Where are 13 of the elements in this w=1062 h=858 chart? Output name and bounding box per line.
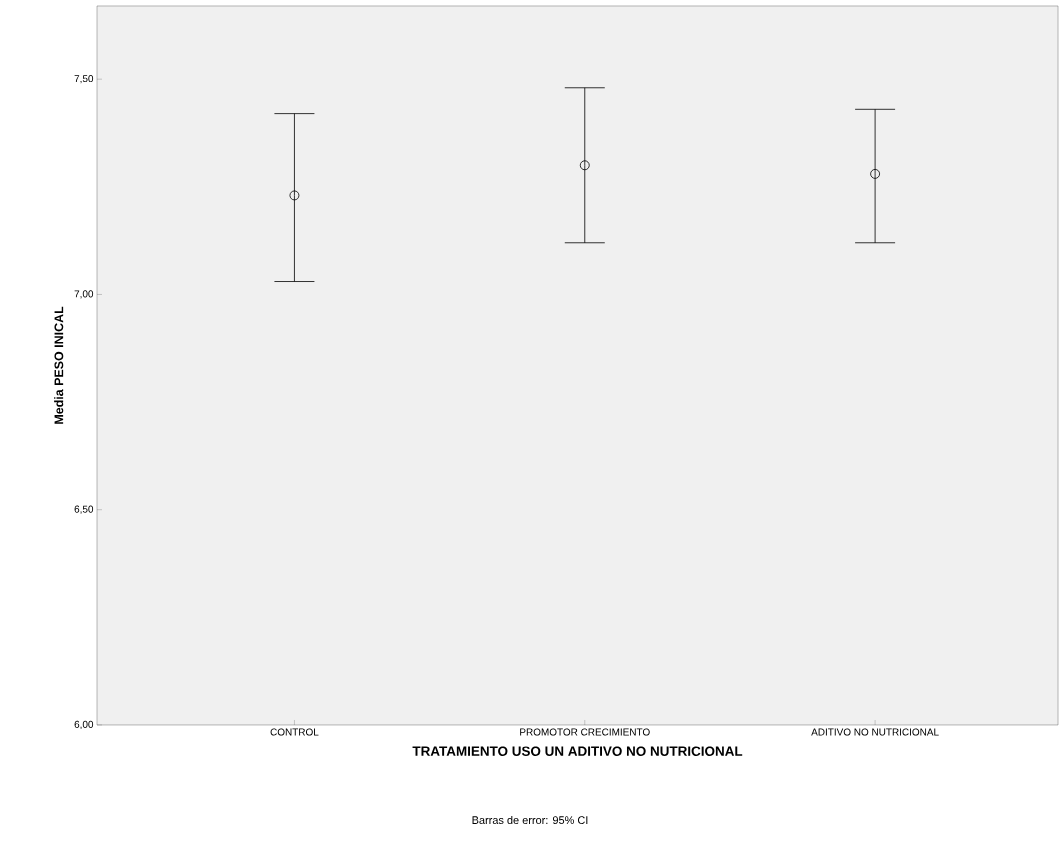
y-tick-label: 6,00 bbox=[74, 720, 94, 730]
y-tick-label: 6,50 bbox=[74, 505, 94, 514]
x-tick-label: PROMOTOR CRECIMIENTO bbox=[520, 728, 650, 736]
point bbox=[289, 190, 300, 201]
x-tick-label: CONTROL bbox=[270, 728, 319, 736]
x-tick-label: ADITIVO NO NUTRICIONAL bbox=[811, 728, 939, 736]
text: Barras de error: 95% CI bbox=[472, 815, 588, 825]
point bbox=[579, 160, 590, 171]
point bbox=[870, 168, 880, 179]
y-axis-title: Media PESO INICAL bbox=[54, 306, 64, 424]
x-axis-title: TRATAMIENTO USO UN ADITIVO NO NUTRICIONAL bbox=[412, 746, 743, 756]
y-tick-label: 7,50 bbox=[74, 75, 94, 84]
y-tick-label: 7,00 bbox=[74, 290, 94, 299]
